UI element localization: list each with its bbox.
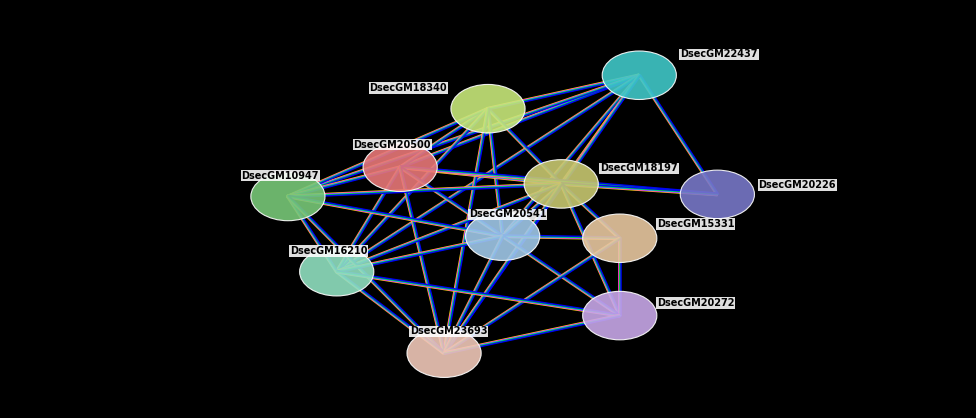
Ellipse shape: [466, 212, 540, 260]
Text: DsecGM20500: DsecGM20500: [353, 140, 431, 150]
Ellipse shape: [251, 172, 325, 221]
Text: DsecGM18197: DsecGM18197: [600, 163, 678, 173]
Ellipse shape: [300, 247, 374, 296]
Ellipse shape: [524, 160, 598, 208]
Text: DsecGM20226: DsecGM20226: [758, 180, 835, 190]
Text: DsecGM20272: DsecGM20272: [657, 298, 734, 308]
Ellipse shape: [680, 170, 754, 219]
Text: DsecGM23693: DsecGM23693: [410, 326, 488, 336]
Text: DsecGM10947: DsecGM10947: [241, 171, 319, 181]
Text: DsecGM22437: DsecGM22437: [680, 49, 757, 59]
Ellipse shape: [451, 84, 525, 133]
Text: DsecGM16210: DsecGM16210: [290, 246, 368, 256]
Text: DsecGM18340: DsecGM18340: [369, 83, 447, 93]
Ellipse shape: [602, 51, 676, 99]
Text: DsecGM15331: DsecGM15331: [657, 219, 734, 229]
Ellipse shape: [407, 329, 481, 377]
Text: DsecGM20541: DsecGM20541: [468, 209, 547, 219]
Ellipse shape: [583, 214, 657, 263]
Ellipse shape: [583, 291, 657, 340]
Ellipse shape: [363, 143, 437, 191]
